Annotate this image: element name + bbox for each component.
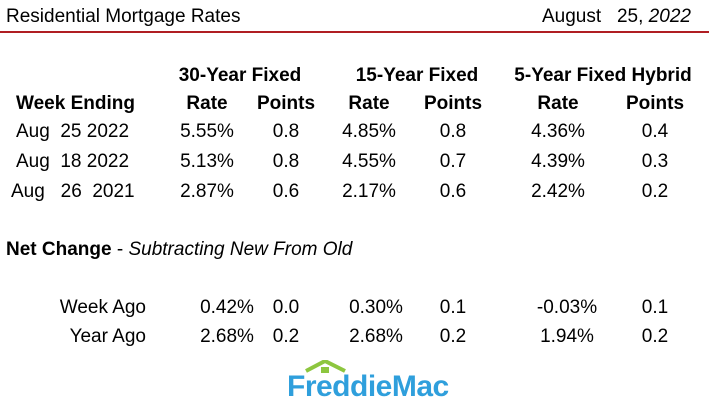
rate-30: 2.87% [180, 181, 234, 202]
house-roof-icon [305, 360, 346, 373]
rate-15: 4.55% [342, 151, 396, 172]
points-30: 0.8 [272, 151, 300, 172]
freddie-mac-logo: FreddieMac [287, 360, 457, 406]
header-rate-5: Rate [537, 93, 579, 114]
logo-wordmark: FreddieMac [287, 370, 449, 403]
change-points-30: 0.0 [272, 297, 300, 318]
header-points-15: Points [423, 93, 483, 114]
rate-5: 4.39% [531, 151, 585, 172]
points-5: 0.4 [641, 121, 669, 142]
change-points-15: 0.1 [439, 297, 467, 318]
change-rate-30: 2.68% [200, 326, 254, 347]
points-30: 0.6 [272, 181, 300, 202]
report-date-year: 2022 [643, 6, 691, 27]
change-rate-5: -0.03% [536, 297, 598, 318]
net-change-label-year: Year Ago [69, 326, 146, 347]
rate-5: 4.36% [531, 121, 585, 142]
net-change-subtitle: Subtracting New From Old [128, 239, 353, 260]
net-change-separator: - [111, 239, 129, 260]
points-15: 0.7 [439, 151, 467, 172]
page-title: Residential Mortgage Rates [6, 6, 241, 27]
points-15: 0.8 [439, 121, 467, 142]
week-ending-date: Aug 26 2021 [11, 181, 135, 202]
change-rate-5: 1.94% [540, 326, 594, 347]
header-rate-30: Rate [186, 93, 228, 114]
header-points-5: Points [625, 93, 685, 114]
header-15-year-fixed: 15-Year Fixed [355, 65, 479, 86]
points-5: 0.2 [641, 181, 669, 202]
points-15: 0.6 [439, 181, 467, 202]
change-rate-30: 0.42% [200, 297, 254, 318]
net-change-label: Net Change [6, 239, 112, 260]
week-ending-date: Aug 25 2022 [16, 121, 130, 142]
week-ending-date: Aug 18 2022 [16, 151, 130, 172]
header-5-year-fixed-hybrid: 5-Year Fixed Hybrid [514, 65, 692, 86]
rate-15: 2.17% [342, 181, 396, 202]
change-rate-15: 0.30% [349, 297, 403, 318]
header-points-30: Points [256, 93, 316, 114]
change-points-15: 0.2 [439, 326, 467, 347]
change-points-5: 0.1 [641, 297, 669, 318]
header-week-ending: Week Ending [16, 93, 135, 114]
points-5: 0.3 [641, 151, 669, 172]
report-date: August 25, 2022 [542, 6, 691, 28]
change-rate-15: 2.68% [349, 326, 403, 347]
rate-30: 5.13% [180, 151, 234, 172]
header-rule [0, 31, 709, 33]
points-30: 0.8 [272, 121, 300, 142]
header-rate-15: Rate [348, 93, 390, 114]
rate-5: 2.42% [531, 181, 585, 202]
change-points-30: 0.2 [272, 326, 300, 347]
rate-30: 5.55% [180, 121, 234, 142]
net-change-heading: Net Change - Subtracting New From Old [6, 239, 352, 261]
rate-15: 4.85% [342, 121, 396, 142]
header-30-year-fixed: 30-Year Fixed [178, 65, 302, 86]
change-points-5: 0.2 [641, 326, 669, 347]
net-change-label-week: Week Ago [59, 297, 146, 318]
report-date-month-day: August 25, [542, 6, 644, 27]
